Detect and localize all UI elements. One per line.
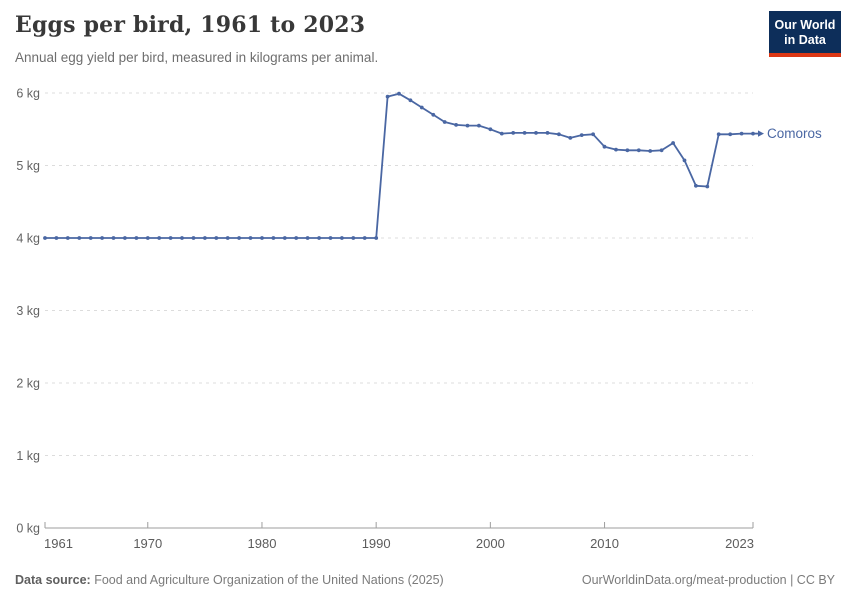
data-point[interactable] bbox=[203, 236, 207, 240]
page-title: Eggs per bird, 1961 to 2023 bbox=[15, 12, 366, 38]
data-point[interactable] bbox=[648, 149, 653, 153]
data-point[interactable] bbox=[100, 236, 104, 240]
data-point[interactable] bbox=[248, 236, 253, 240]
data-point[interactable] bbox=[568, 136, 573, 140]
series-label[interactable]: Comoros bbox=[767, 126, 822, 141]
data-point[interactable] bbox=[134, 236, 139, 240]
x-tick-label: 1990 bbox=[362, 536, 391, 551]
series-arrow-icon bbox=[758, 130, 764, 137]
x-tick-label: 2023 bbox=[725, 536, 754, 551]
data-point[interactable] bbox=[54, 236, 59, 240]
data-point[interactable] bbox=[145, 236, 150, 240]
data-source-label: Data source: bbox=[15, 573, 95, 587]
data-point[interactable] bbox=[591, 132, 595, 137]
data-point[interactable] bbox=[294, 236, 299, 240]
data-point[interactable] bbox=[716, 132, 721, 137]
data-point[interactable] bbox=[614, 147, 618, 152]
data-point[interactable] bbox=[397, 91, 401, 96]
y-tick-label: 5 kg bbox=[16, 159, 40, 173]
y-tick-label: 4 kg bbox=[16, 232, 40, 246]
y-tick-label: 3 kg bbox=[16, 304, 40, 318]
data-point[interactable] bbox=[705, 184, 710, 189]
data-point[interactable] bbox=[385, 94, 390, 99]
data-source: Data source: Food and Agriculture Organi… bbox=[15, 573, 444, 587]
data-point[interactable] bbox=[465, 123, 470, 128]
data-point[interactable] bbox=[522, 131, 527, 135]
data-point[interactable] bbox=[282, 236, 287, 240]
data-point[interactable] bbox=[488, 127, 493, 132]
data-point[interactable] bbox=[579, 133, 584, 138]
data-point[interactable] bbox=[557, 132, 561, 137]
data-point[interactable] bbox=[659, 148, 664, 153]
data-point[interactable] bbox=[362, 236, 367, 240]
data-point[interactable] bbox=[636, 148, 641, 153]
data-point[interactable] bbox=[694, 183, 698, 188]
data-source-text: Food and Agriculture Organization of the… bbox=[94, 573, 444, 587]
owid-logo-line2: in Data bbox=[784, 32, 826, 47]
data-point[interactable] bbox=[534, 131, 538, 135]
data-point[interactable] bbox=[454, 123, 458, 127]
x-tick-label: 2000 bbox=[476, 536, 505, 551]
data-point[interactable] bbox=[43, 236, 47, 240]
data-point[interactable] bbox=[739, 131, 744, 136]
data-point[interactable] bbox=[305, 236, 310, 240]
data-point[interactable] bbox=[237, 236, 242, 240]
data-point[interactable] bbox=[499, 131, 504, 136]
data-point[interactable] bbox=[77, 236, 82, 240]
y-tick-label: 6 kg bbox=[16, 87, 40, 101]
data-point[interactable] bbox=[180, 236, 184, 240]
data-point[interactable] bbox=[545, 131, 550, 135]
data-point[interactable] bbox=[374, 236, 379, 240]
data-point[interactable] bbox=[625, 148, 630, 153]
page-subtitle: Annual egg yield per bird, measured in k… bbox=[15, 50, 379, 65]
data-point[interactable] bbox=[671, 141, 675, 145]
data-point[interactable] bbox=[408, 98, 413, 103]
x-tick-label: 1980 bbox=[248, 536, 277, 551]
data-point[interactable] bbox=[442, 120, 447, 124]
data-point[interactable] bbox=[351, 236, 356, 240]
y-tick-label: 2 kg bbox=[16, 377, 40, 391]
x-tick-label: 1961 bbox=[44, 536, 73, 551]
data-point[interactable] bbox=[225, 236, 230, 240]
data-point[interactable] bbox=[271, 236, 276, 240]
data-point[interactable] bbox=[511, 131, 516, 135]
x-tick-label: 1970 bbox=[133, 536, 162, 551]
data-point[interactable] bbox=[88, 236, 93, 240]
chart-footer: Data source: Food and Agriculture Organi… bbox=[15, 573, 835, 587]
data-point[interactable] bbox=[317, 236, 321, 240]
data-point[interactable] bbox=[431, 112, 436, 117]
data-point[interactable] bbox=[340, 236, 344, 240]
data-point[interactable] bbox=[111, 236, 116, 240]
data-point[interactable] bbox=[682, 158, 687, 163]
data-point[interactable] bbox=[214, 236, 219, 240]
data-point[interactable] bbox=[328, 236, 333, 240]
data-point[interactable] bbox=[168, 236, 173, 240]
y-tick-label: 1 kg bbox=[16, 449, 40, 463]
data-point[interactable] bbox=[65, 236, 70, 240]
data-point[interactable] bbox=[157, 236, 162, 240]
data-point[interactable] bbox=[191, 236, 196, 240]
attribution: OurWorldinData.org/meat-production | CC … bbox=[581, 573, 835, 587]
data-point[interactable] bbox=[728, 132, 733, 137]
data-point[interactable] bbox=[260, 236, 264, 240]
owid-logo-line1: Our World bbox=[774, 18, 836, 32]
x-tick-label: 2010 bbox=[590, 536, 619, 551]
owid-logo[interactable]: Our World in Data bbox=[769, 11, 841, 57]
data-point[interactable] bbox=[419, 105, 424, 110]
data-point[interactable] bbox=[123, 236, 127, 240]
data-point[interactable] bbox=[602, 144, 607, 149]
data-point[interactable] bbox=[477, 123, 481, 128]
y-tick-label: 0 kg bbox=[16, 522, 40, 536]
